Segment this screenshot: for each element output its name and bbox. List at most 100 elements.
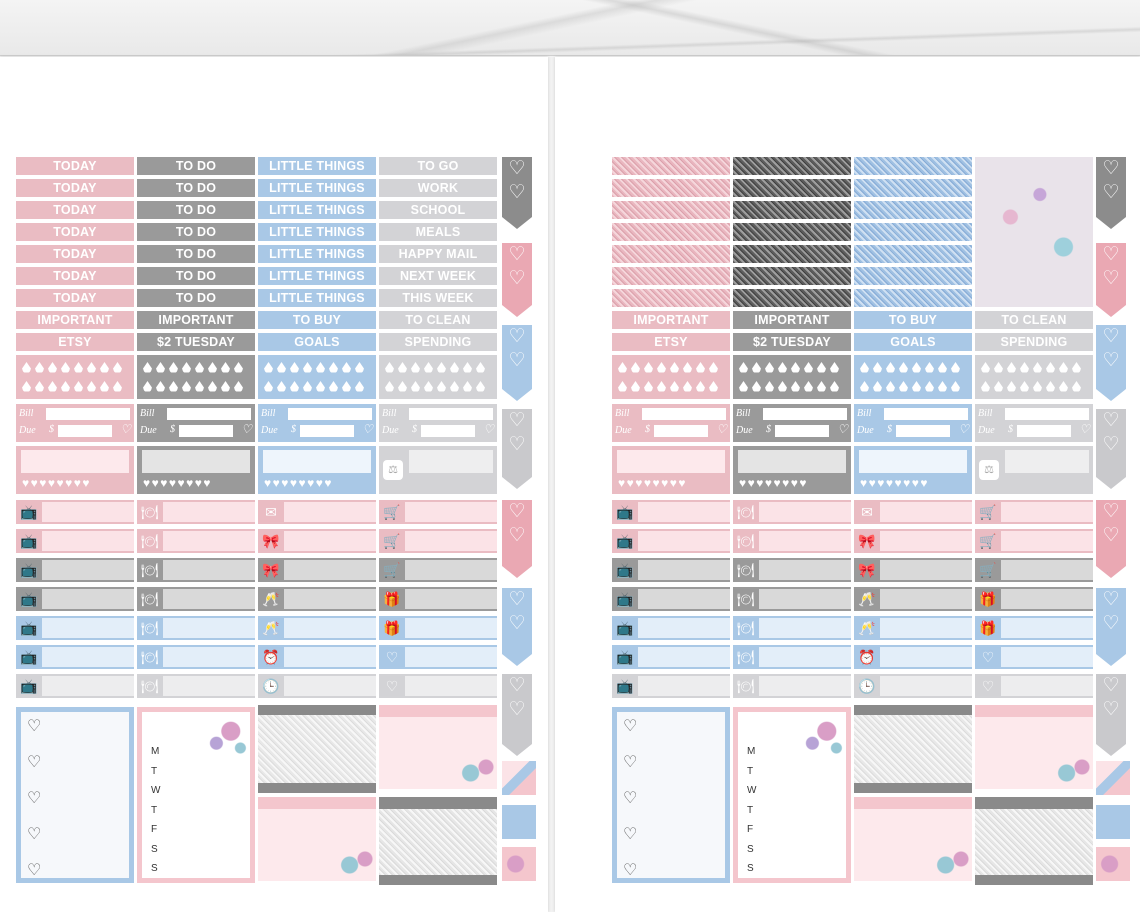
label-sticker: TO DO (137, 223, 255, 241)
due-label: Due (857, 425, 874, 436)
floral-strip (975, 157, 1093, 307)
scale-sticker: ⚖ (379, 446, 497, 494)
flower-decoration-icon (332, 841, 376, 881)
dinner-plate-icon: 🍽 (733, 645, 767, 669)
dinner-plate-icon: 🍽 (137, 587, 171, 611)
label-sticker: SPENDING (379, 333, 497, 351)
clock-icon: 🕒 (258, 674, 292, 698)
weekday-label: T (747, 804, 754, 816)
label-sticker: TO DO (137, 245, 255, 263)
label-sticker: LITTLE THINGS (258, 157, 376, 175)
sticker-column-light-gray: TO GO WORK SCHOOL MEALS HAPPY MAIL NEXT … (379, 157, 497, 494)
heart-outline-icon: ♡ (1102, 268, 1120, 289)
heart-flag-blue: ♡ ♡ (502, 325, 532, 401)
label-sticker: LITTLE THINGS (258, 267, 376, 285)
heart-outline-icon: ♡ (1102, 244, 1120, 265)
cart-icon: 🛒 (379, 529, 413, 553)
heart-check-icon: ♡ (623, 790, 638, 807)
weekday-list: M T W T F S S (747, 742, 756, 879)
label-sticker: LITTLE THINGS (258, 179, 376, 197)
dinner-plate-icon: 🍽 (137, 500, 171, 524)
sticker-sheet-left: TODAY TODAY TODAY TODAY TODAY TODAY TODA… (0, 57, 548, 912)
label-sticker: WORK (379, 179, 497, 197)
weekday-box: M T W T F S S (733, 707, 851, 883)
heart-row-icon: ♥♥♥♥♥♥♥♥ (22, 476, 91, 490)
label-sticker: TO DO (137, 289, 255, 307)
heart-outline-icon: ♡ (508, 434, 526, 455)
cart-icon: 🛒 (379, 500, 413, 524)
dinner-plate-icon: 🍽 (137, 558, 171, 582)
sticker-column-light-gray: TO CLEAN SPENDING Bill Due $ ♡ ⚖ (975, 157, 1093, 494)
due-label: Due (261, 425, 278, 436)
label-sticker: IMPORTANT (16, 311, 134, 329)
heart-check-icon: ♡ (27, 718, 42, 735)
tv-tracker: 📺 (16, 558, 134, 582)
weekday-label: T (151, 765, 158, 777)
cart-icon: 🛒 (975, 500, 1009, 524)
tv-tracker: 📺 (16, 587, 134, 611)
heart-row-icon: ♥♥♥♥♥♥♥♥ (143, 476, 212, 490)
heart-outline-icon: ♡ (1102, 182, 1120, 203)
tv-icon: 📺 (16, 674, 50, 698)
bill-label: Bill (382, 408, 397, 419)
heart-outline-icon: ♡ (508, 410, 526, 431)
due-label: Due (140, 425, 157, 436)
sale-heart-icon: ♡ (716, 422, 727, 436)
flower-decoration-icon (798, 712, 846, 760)
heart-icon: ♡ (975, 674, 1009, 698)
heart-check-icon: ♡ (623, 862, 638, 879)
heart-flag-light-gray: ♡ ♡ (1096, 409, 1126, 489)
water-tracker (379, 355, 497, 399)
heart-flag-pink: ♡ ♡ (1096, 500, 1126, 578)
tv-tracker: 📺 (16, 616, 134, 640)
dinner-plate-icon: 🍽 (733, 500, 767, 524)
label-sticker: TO BUY (854, 311, 972, 329)
due-label: Due (382, 425, 399, 436)
checklist-box: ♡ ♡ ♡ ♡ ♡ (612, 707, 730, 883)
label-sticker: $2 TUESDAY (137, 333, 255, 351)
gift-icon: 🎁 (379, 616, 413, 640)
water-tracker (612, 355, 730, 399)
due-label: Due (978, 425, 995, 436)
weekday-label: M (151, 746, 160, 757)
heart-outline-icon: ♡ (508, 350, 526, 371)
tracker-column-tv: 📺 📺 📺 📺 📺 📺 📺 (612, 500, 730, 703)
tv-tracker: 📺 (16, 645, 134, 669)
label-sticker: TODAY (16, 201, 134, 219)
dollar-sign: $ (1008, 424, 1013, 435)
floral-box (258, 797, 376, 881)
heart-outline-icon: ♡ (1102, 589, 1120, 610)
heart-flag-blue: ♡ ♡ (1096, 325, 1126, 401)
dinner-plate-icon: 🍽 (733, 558, 767, 582)
glitter-strip (612, 245, 730, 263)
envelope-icon: ✉ (854, 500, 888, 524)
heart-outline-icon: ♡ (1102, 525, 1120, 546)
heart-outline-icon: ♡ (508, 158, 526, 179)
label-sticker: TO GO (379, 157, 497, 175)
note-sticker: ♥♥♥♥♥♥♥♥ (258, 446, 376, 494)
heart-outline-icon: ♡ (508, 501, 526, 522)
label-sticker: SPENDING (975, 333, 1093, 351)
sale-heart-icon: ♡ (483, 422, 494, 436)
label-sticker: MEALS (379, 223, 497, 241)
label-sticker: TO DO (137, 179, 255, 197)
tv-icon: 📺 (16, 558, 50, 582)
note-sticker: ♥♥♥♥♥♥♥♥ (612, 446, 730, 494)
bill-label: Bill (978, 408, 993, 419)
glitter-strip (612, 157, 730, 175)
dinner-plate-icon: 🍽 (733, 529, 767, 553)
sticker-column-gray: IMPORTANT $2 TUESDAY Bill Due $ ♡ ♥♥♥♥♥♥… (733, 157, 851, 494)
marble-background (0, 0, 1140, 56)
gift-icon: 🎁 (975, 616, 1009, 640)
heart-row-icon: ♥♥♥♥♥♥♥♥ (264, 476, 333, 490)
heart-outline-icon: ♡ (1102, 699, 1120, 720)
label-sticker: TODAY (16, 267, 134, 285)
heart-icon: ♡ (975, 645, 1009, 669)
heart-outline-icon: ♡ (508, 613, 526, 634)
sticker-column-blue: LITTLE THINGS LITTLE THINGS LITTLE THING… (258, 157, 376, 494)
heart-outline-icon: ♡ (508, 675, 526, 696)
mini-sticker (502, 761, 536, 795)
water-tracker (16, 355, 134, 399)
heart-row-icon: ♥♥♥♥♥♥♥♥ (860, 476, 929, 490)
cart-icon: 🛒 (379, 558, 413, 582)
